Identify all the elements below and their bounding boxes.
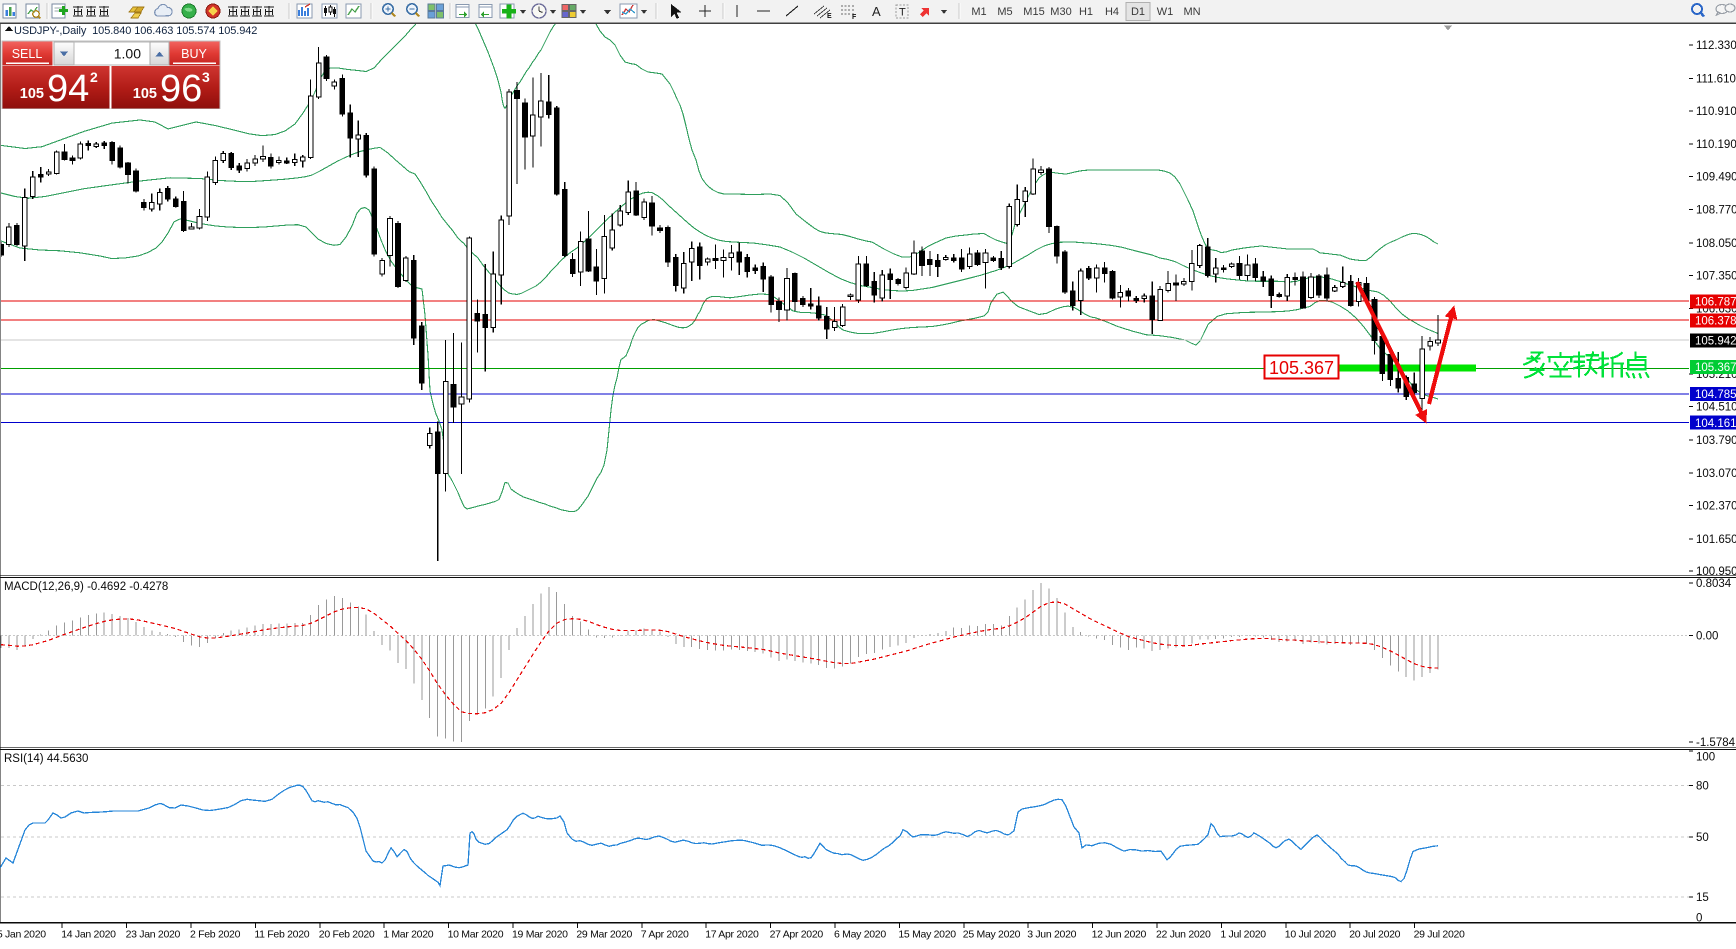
svg-text:E: E	[827, 13, 832, 20]
svg-text:11 Feb 2020: 11 Feb 2020	[254, 929, 309, 941]
svg-text:103.070: 103.070	[1696, 468, 1736, 480]
svg-text:MN: MN	[1183, 6, 1200, 18]
svg-text:SELL: SELL	[12, 47, 43, 61]
svg-text:110.190: 110.190	[1696, 139, 1736, 151]
svg-text:3 Jun 2020: 3 Jun 2020	[1027, 929, 1076, 941]
svg-text:103.790: 103.790	[1696, 435, 1736, 447]
svg-text:5 Jan 2020: 5 Jan 2020	[0, 929, 46, 941]
svg-text:6 May 2020: 6 May 2020	[834, 929, 886, 941]
svg-text:108.050: 108.050	[1696, 238, 1736, 250]
svg-text:25 May 2020: 25 May 2020	[963, 929, 1021, 941]
svg-text:12 Jun 2020: 12 Jun 2020	[1092, 929, 1147, 941]
svg-text:101.650: 101.650	[1696, 534, 1736, 546]
svg-text:0.8034: 0.8034	[1696, 578, 1732, 590]
svg-text:USDJPY-,Daily 105.840 106.463: USDJPY-,Daily 105.840 106.463 105.574 10…	[14, 25, 257, 37]
svg-text:105.367: 105.367	[1269, 358, 1334, 378]
svg-text:105: 105	[20, 86, 44, 102]
svg-text:104.785: 104.785	[1695, 389, 1736, 401]
svg-text:0.00: 0.00	[1696, 631, 1718, 643]
svg-text:112.330: 112.330	[1696, 40, 1736, 52]
svg-text:2: 2	[90, 69, 98, 85]
svg-text:M5: M5	[997, 6, 1012, 18]
svg-text:M1: M1	[971, 6, 986, 18]
svg-text:14 Jan 2020: 14 Jan 2020	[61, 929, 116, 941]
svg-text:M15: M15	[1023, 6, 1044, 18]
svg-text:23 Jan 2020: 23 Jan 2020	[126, 929, 181, 941]
svg-text:A: A	[872, 4, 881, 19]
svg-text:110.910: 110.910	[1696, 106, 1736, 118]
svg-text:15: 15	[1696, 892, 1709, 904]
svg-text:105.942: 105.942	[1695, 336, 1736, 348]
svg-text:D1: D1	[1131, 6, 1145, 18]
svg-text:MACD(12,26,9) -0.4692 -0.4278: MACD(12,26,9) -0.4692 -0.4278	[4, 581, 168, 593]
svg-text:15 May 2020: 15 May 2020	[898, 929, 956, 941]
svg-text:F: F	[852, 14, 857, 21]
svg-text:10 Jul 2020: 10 Jul 2020	[1285, 929, 1336, 941]
svg-text:96: 96	[160, 68, 202, 110]
svg-text:17 Apr 2020: 17 Apr 2020	[705, 929, 759, 941]
svg-text:106.787: 106.787	[1695, 297, 1736, 309]
svg-text:107.350: 107.350	[1696, 270, 1736, 282]
svg-text:27 Apr 2020: 27 Apr 2020	[770, 929, 824, 941]
svg-text:108.770: 108.770	[1696, 205, 1736, 217]
svg-text:M30: M30	[1050, 6, 1071, 18]
svg-text:29 Mar 2020: 29 Mar 2020	[576, 929, 632, 941]
svg-text:H1: H1	[1079, 6, 1093, 18]
svg-text:105.367: 105.367	[1695, 362, 1736, 374]
svg-text:-1.5784: -1.5784	[1696, 737, 1736, 749]
svg-text:50: 50	[1696, 832, 1709, 844]
svg-text:7 Apr 2020: 7 Apr 2020	[641, 929, 689, 941]
svg-text:111.610: 111.610	[1696, 74, 1736, 86]
svg-text:80: 80	[1696, 780, 1709, 792]
svg-text:29 Jul 2020: 29 Jul 2020	[1414, 929, 1465, 941]
svg-text:105: 105	[133, 86, 157, 102]
svg-text:20 Jul 2020: 20 Jul 2020	[1349, 929, 1400, 941]
svg-text:10 Mar 2020: 10 Mar 2020	[448, 929, 504, 941]
svg-text:19 Mar 2020: 19 Mar 2020	[512, 929, 568, 941]
svg-text:2 Feb 2020: 2 Feb 2020	[190, 929, 241, 941]
svg-text:104.161: 104.161	[1695, 418, 1736, 430]
svg-text:106.378: 106.378	[1695, 316, 1736, 328]
svg-text:H4: H4	[1105, 6, 1119, 18]
svg-text:1.00: 1.00	[114, 46, 141, 62]
svg-text:94: 94	[47, 68, 89, 110]
svg-text:T: T	[899, 7, 906, 19]
svg-text:20 Feb 2020: 20 Feb 2020	[319, 929, 375, 941]
svg-text:109.490: 109.490	[1696, 172, 1736, 184]
svg-text:22 Jun 2020: 22 Jun 2020	[1156, 929, 1211, 941]
svg-text:3: 3	[202, 69, 210, 85]
svg-text:100.950: 100.950	[1696, 566, 1736, 578]
svg-text:1 Mar 2020: 1 Mar 2020	[383, 929, 434, 941]
svg-text:1 Jul 2020: 1 Jul 2020	[1220, 929, 1266, 941]
svg-text:100: 100	[1696, 752, 1715, 764]
svg-text:104.510: 104.510	[1696, 402, 1736, 414]
svg-text:RSI(14) 44.5630: RSI(14) 44.5630	[4, 753, 88, 765]
svg-text:W1: W1	[1157, 6, 1174, 18]
svg-text:BUY: BUY	[181, 47, 207, 61]
svg-text:102.370: 102.370	[1696, 501, 1736, 513]
svg-text:0: 0	[1696, 913, 1702, 925]
